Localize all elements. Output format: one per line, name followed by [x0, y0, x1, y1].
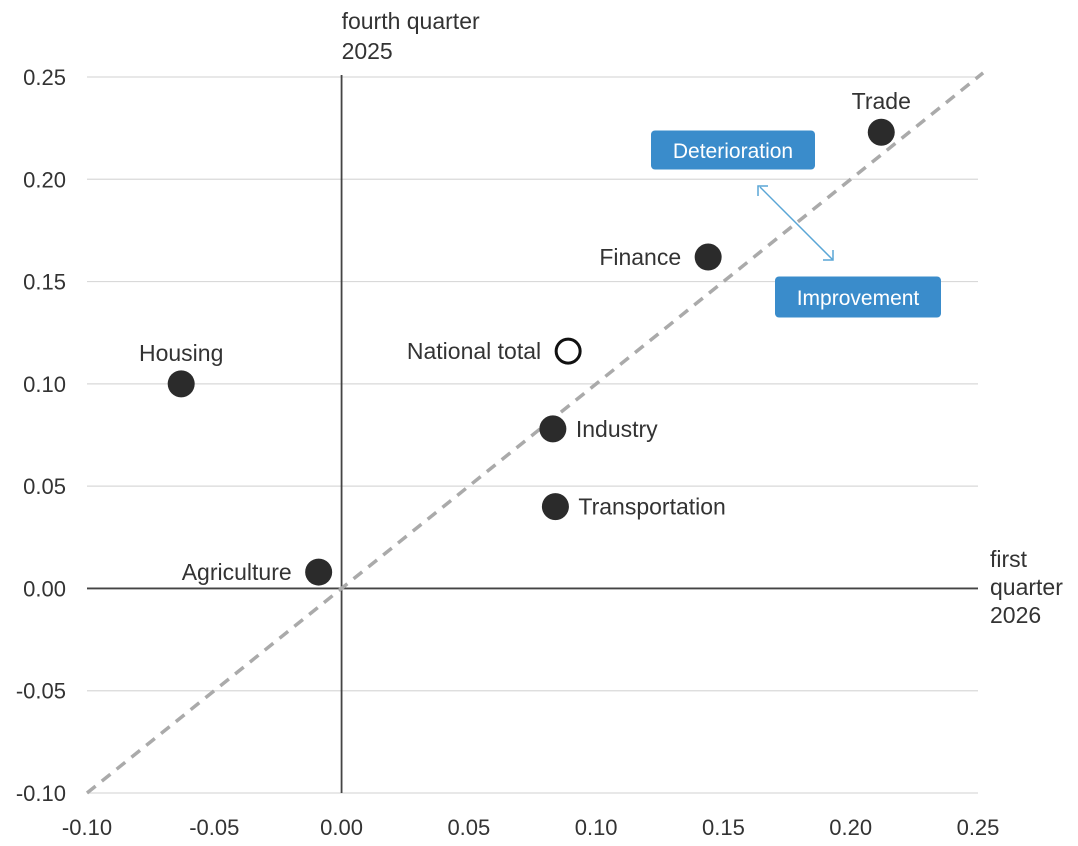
- y-tick-label: 0.15: [23, 270, 66, 295]
- point-marker: [867, 118, 895, 146]
- annotations: Deterioration Improvement: [651, 130, 941, 318]
- y-axis-title: fourth quarter: [342, 8, 480, 34]
- point-label: Industry: [576, 416, 658, 442]
- x-axis-title: 2026: [990, 602, 1041, 628]
- annotation-badge: [651, 130, 815, 170]
- y-tick-label: 0.00: [23, 576, 66, 601]
- point-marker: [167, 370, 195, 398]
- x-axis-title: first: [990, 546, 1028, 572]
- point-label: Trade: [852, 88, 911, 114]
- y-tick-label: 0.20: [23, 167, 66, 192]
- point-label: Housing: [139, 340, 223, 366]
- point-marker: [541, 493, 569, 521]
- point-marker: [694, 243, 722, 271]
- point-label: Agriculture: [182, 559, 292, 585]
- point-label: National total: [407, 338, 541, 364]
- diagonal-line: [85, 71, 985, 795]
- y-tick-label: -0.10: [16, 781, 66, 806]
- y-tick-label: 0.10: [23, 372, 66, 397]
- y-tick-label: -0.05: [16, 679, 66, 704]
- arrow-head: [823, 250, 834, 261]
- annotation-label: Improvement: [797, 287, 920, 310]
- y-axis-title: 2025: [342, 38, 393, 64]
- x-tick-label: -0.10: [62, 815, 112, 840]
- tick-labels: -0.10 -0.05 0.00 0.05 0.10 0.15 0.20 0.25 -0.10 -…: [16, 65, 1000, 840]
- y-tick-label: 0.25: [23, 65, 66, 90]
- x-tick-label: 0.05: [447, 815, 490, 840]
- point-label: Transportation: [578, 494, 725, 520]
- x-tick-label: -0.05: [189, 815, 239, 840]
- direction-arrow: [759, 186, 834, 261]
- x-tick-label: 0.20: [829, 815, 872, 840]
- annotation-label: Deterioration: [673, 140, 793, 163]
- axes: [87, 75, 978, 793]
- data-points: Trade Finance National total Housing Industr…: [139, 88, 911, 586]
- arrow-head: [757, 185, 768, 196]
- annotation-badge: [775, 276, 941, 318]
- x-axis-title: quarter: [990, 574, 1063, 600]
- x-tick-label: 0.00: [320, 815, 363, 840]
- x-tick-label: 0.25: [957, 815, 1000, 840]
- point-marker: [554, 337, 582, 365]
- point-marker: [539, 415, 567, 443]
- grid-lines: [87, 76, 978, 794]
- x-tick-label: 0.15: [702, 815, 745, 840]
- x-tick-label: 0.10: [575, 815, 618, 840]
- diagonal-reference: [85, 71, 985, 795]
- point-label: Finance: [599, 244, 681, 270]
- y-tick-label: 0.05: [23, 474, 66, 499]
- point-marker: [305, 558, 333, 586]
